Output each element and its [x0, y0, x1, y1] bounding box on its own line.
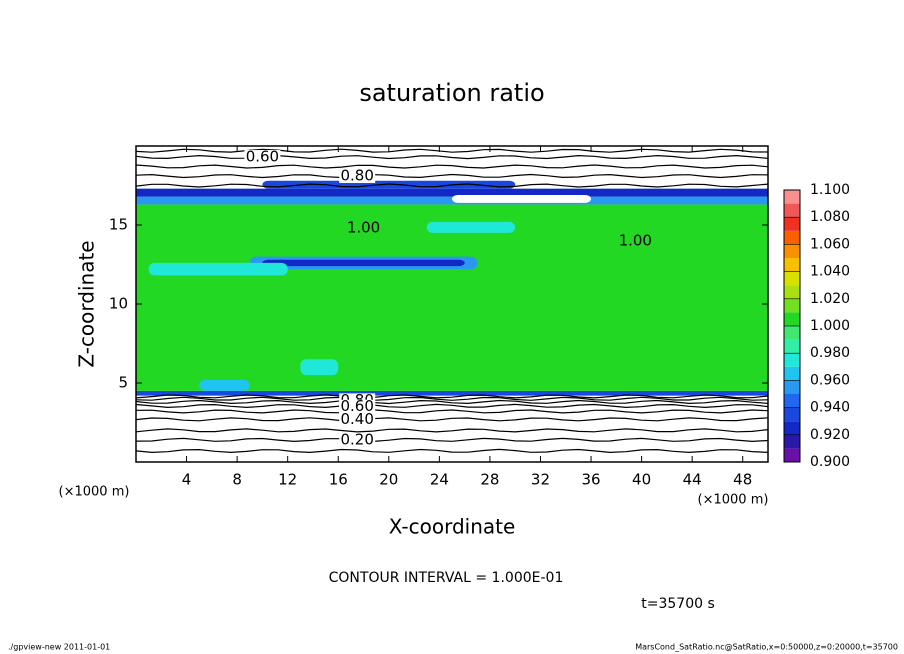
footer-right: MarsCond_SatRatio.nc@SatRatio,x=0:50000,… [635, 643, 898, 652]
x-tick-label: 40 [632, 471, 651, 489]
colorbar-label: 0.940 [810, 400, 850, 416]
colorbar-label: 1.060 [810, 236, 850, 252]
footer-left: ./gpview-new 2011-01-01 [8, 643, 110, 652]
x-tick-label: 16 [329, 471, 348, 489]
colorbar-box [784, 366, 800, 381]
x-tick-label: 32 [531, 471, 550, 489]
contour-label: 1.00 [347, 219, 380, 237]
x-tick-label: 24 [430, 471, 449, 489]
colorbar-box [784, 217, 800, 231]
chart-title: saturation ratio [359, 79, 544, 107]
contour-label-bg [339, 169, 376, 184]
colorbar-box [784, 421, 800, 435]
contour-line [135, 409, 769, 414]
contour-line [135, 437, 769, 443]
x-tick-label: 8 [232, 471, 242, 489]
field-patch [262, 180, 516, 189]
time-label: t=35700 s [641, 596, 715, 612]
contour-label-bg [244, 150, 281, 165]
x-tick-label: 4 [182, 471, 192, 489]
x-tick-label: 44 [683, 471, 702, 489]
field-band [136, 188, 768, 197]
contour-line [135, 394, 769, 399]
colorbar-label: 0.920 [810, 427, 850, 443]
contour-label-bg [345, 221, 382, 236]
contour-label-bg [617, 233, 654, 248]
contour-interval: CONTOUR INTERVAL = 1.000E-01 [329, 570, 564, 586]
contour-line [135, 448, 769, 454]
colorbar-label: 0.960 [810, 372, 850, 388]
field-patch [199, 379, 250, 391]
contour-line [135, 164, 769, 169]
colorbar-box [784, 230, 800, 245]
colorbar-box [784, 271, 800, 286]
colorbar-label: 1.020 [810, 291, 850, 307]
x-axis-label: X-coordinate [389, 515, 516, 539]
colorbar-label: 1.080 [810, 209, 850, 225]
contour-line [135, 148, 769, 153]
y-tick-label: 10 [109, 295, 128, 313]
colorbar-label: 1.040 [810, 264, 850, 280]
contour-line [135, 403, 769, 409]
colorbar-box [784, 298, 800, 313]
contour-label: 0.80 [340, 167, 373, 185]
x-unit: (×1000 m) [698, 493, 769, 508]
contour-label: 0.60 [340, 397, 373, 415]
field-band [136, 390, 768, 396]
field-patch [452, 194, 592, 203]
contour-label: 0.40 [340, 410, 373, 428]
contour-label-bg [339, 432, 376, 447]
contour-label: 0.20 [340, 430, 373, 448]
y-tick-label: 15 [109, 216, 128, 234]
y-axis-label: Z-coordinate [75, 240, 99, 367]
contour-label-bg [339, 412, 376, 427]
contour-line [135, 183, 769, 188]
colorbar-label: 0.900 [810, 454, 850, 470]
x-tick-label: 28 [480, 471, 499, 489]
colorbar-box [784, 394, 800, 408]
colorbar-box [784, 285, 800, 299]
colorbar-box [784, 312, 800, 326]
colorbar-box [784, 434, 800, 449]
y-unit: (×1000 m) [59, 485, 130, 500]
y-tick-label: 5 [118, 374, 128, 392]
x-tick-label: 36 [581, 471, 600, 489]
colorbar-box [784, 190, 800, 204]
field-patch [148, 262, 288, 276]
x-tick-label: 48 [733, 471, 752, 489]
x-tick-label: 20 [379, 471, 398, 489]
colorbar-box [784, 244, 800, 258]
contour-label: 1.00 [619, 231, 652, 249]
field-patch [262, 259, 465, 267]
contour-line [135, 396, 769, 401]
contour-line [135, 417, 769, 422]
contour-line [135, 399, 769, 405]
contour-line [135, 428, 769, 433]
colorbar-box [784, 380, 800, 394]
colorbar-label: 0.980 [810, 345, 850, 361]
colorbar-label: 1.100 [810, 182, 850, 198]
contour-line [135, 154, 769, 160]
colorbar-box [784, 407, 800, 422]
colorbar-box [784, 339, 800, 354]
contour-line [135, 173, 769, 179]
colorbar-box [784, 258, 800, 272]
colorbar-label: 1.000 [810, 318, 850, 334]
colorbar-box [784, 448, 800, 462]
contour-label-bg [339, 399, 376, 414]
contour-label: 0.60 [246, 148, 279, 166]
field-band [136, 204, 768, 391]
x-tick-label: 12 [278, 471, 297, 489]
field-band [136, 196, 768, 205]
colorbar-box [784, 353, 800, 367]
field-patch [426, 221, 516, 233]
field-patch [300, 359, 339, 376]
colorbar-box [784, 203, 800, 218]
colorbar-box [784, 326, 800, 340]
